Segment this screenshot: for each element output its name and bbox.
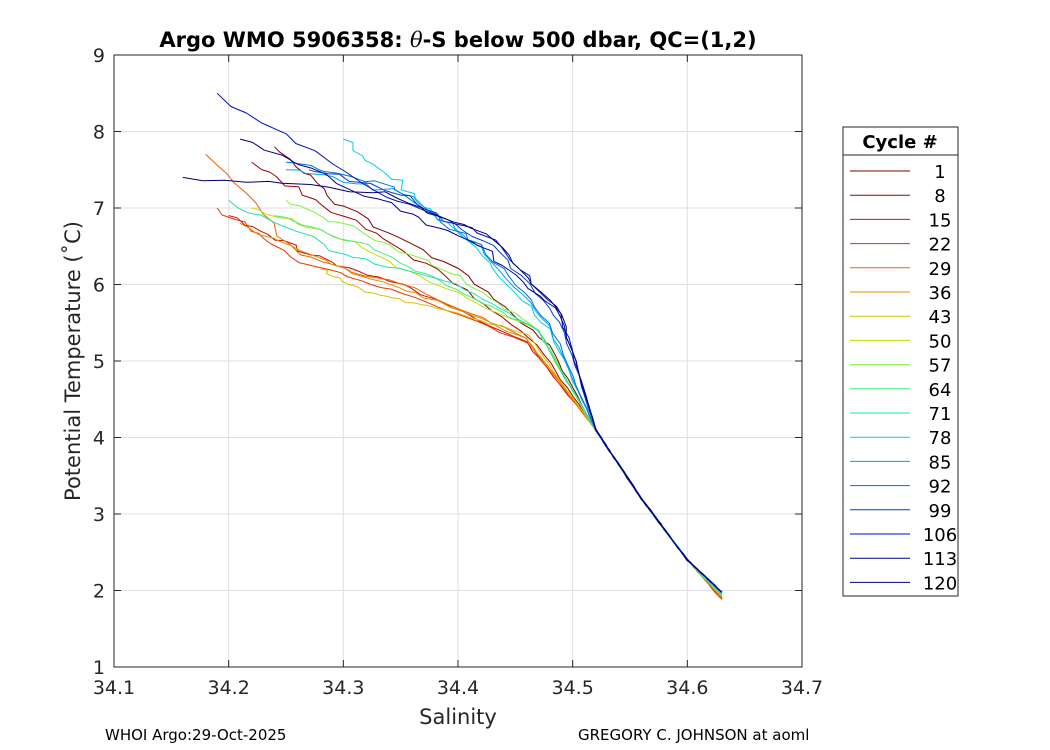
legend-label-85: 85	[929, 452, 952, 473]
chart-title: Argo WMO 5906358: θ-S below 500 dbar, QC…	[159, 28, 756, 52]
legend-label-50: 50	[929, 331, 952, 352]
x-tick-label: 34.2	[208, 677, 250, 699]
x-tick-label: 34.1	[93, 677, 135, 699]
x-tick-label: 34.7	[781, 677, 823, 699]
legend-label-1: 1	[934, 162, 945, 183]
legend-label-57: 57	[929, 356, 952, 377]
x-tick-label: 34.5	[552, 677, 594, 699]
y-tick-label: 4	[93, 428, 105, 450]
legend-box	[842, 126, 959, 597]
x-tick-label: 34.6	[666, 677, 708, 699]
x-tick-label: 34.3	[322, 677, 364, 699]
legend-label-106: 106	[923, 525, 957, 546]
series-lines	[182, 92, 723, 600]
legend-label-22: 22	[929, 235, 952, 256]
legend-label-15: 15	[929, 210, 952, 231]
footer-right: GREGORY C. JOHNSON at aoml	[578, 726, 809, 744]
tick-labels: 34.1 34.2 34.3 34.4 34.5 34.6 34.7 1 2 3 4 5 6 7 8 9	[93, 45, 823, 699]
y-axis-label: Potential Temperature (˚C)	[61, 221, 85, 501]
legend-label-78: 78	[929, 428, 952, 449]
series-line-cycle-120	[182, 176, 722, 593]
legend-label-64: 64	[929, 380, 952, 401]
legend-label-99: 99	[929, 501, 952, 522]
legend-label-92: 92	[929, 477, 952, 498]
legend-label-113: 113	[923, 549, 957, 570]
y-tick-label: 5	[93, 351, 105, 373]
y-tick-label: 1	[93, 657, 105, 679]
x-axis-label: Salinity	[419, 705, 497, 729]
y-tick-label: 7	[93, 198, 105, 220]
footer-left: WHOI Argo:29-Oct-2025	[105, 726, 286, 744]
legend: Cycle # 18152229364350576471788592991061…	[842, 126, 959, 597]
legend-label-120: 120	[923, 573, 957, 594]
legend-label-71: 71	[929, 404, 952, 425]
legend-label-29: 29	[929, 259, 952, 280]
legend-title: Cycle #	[862, 132, 937, 153]
y-tick-label: 8	[93, 122, 105, 144]
plot-frame	[113, 54, 803, 668]
y-tick-label: 9	[93, 45, 105, 67]
y-tick-label: 2	[93, 581, 105, 603]
legend-label-36: 36	[929, 283, 952, 304]
legend-entries: 1 8 15 22 29 36 43 50 57 64 71 78 85 92 99 106 113 120	[850, 162, 957, 594]
legend-label-8: 8	[934, 186, 945, 207]
y-tick-label: 6	[93, 275, 105, 297]
y-tick-label: 3	[93, 504, 105, 526]
x-tick-label: 34.4	[437, 677, 479, 699]
legend-label-43: 43	[929, 307, 952, 328]
